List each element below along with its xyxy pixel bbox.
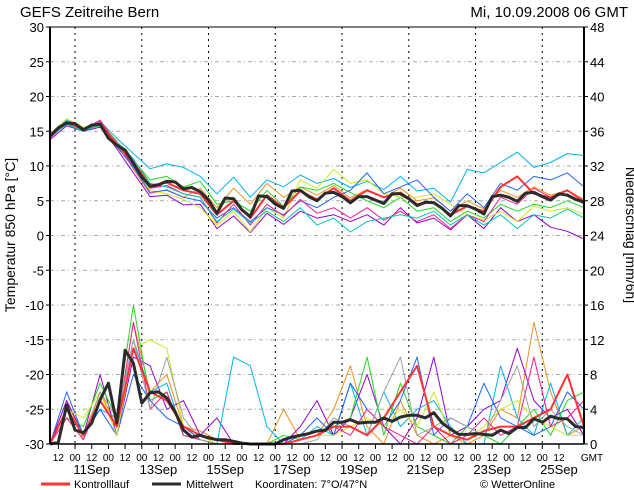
x-unit-label: GMT — [581, 453, 603, 464]
x-tick-label: 12 — [453, 453, 465, 464]
left-tick-label: 30 — [30, 20, 44, 35]
right-tick-label: 36 — [590, 124, 604, 139]
date-label: 17Sep — [273, 462, 311, 477]
right-tick-label: 16 — [590, 298, 604, 313]
left-tick-label: 20 — [30, 90, 44, 105]
grid — [50, 27, 584, 444]
temp-member-line — [49, 123, 585, 223]
temp-member-line — [49, 123, 585, 223]
right-tick-label: 8 — [590, 368, 597, 383]
right-tick-label: 28 — [590, 194, 604, 209]
left-tick-label: -10 — [25, 298, 44, 313]
precip-member-line — [49, 339, 585, 445]
x-tick-label: 12 — [186, 453, 198, 464]
left-tick-label: 10 — [30, 159, 44, 174]
x-tick-label: 00 — [69, 453, 81, 464]
right-tick-label: 24 — [590, 229, 604, 244]
date-label: 23Sep — [473, 462, 511, 477]
x-tick-label: 12 — [153, 453, 165, 464]
copyright: © WetterOnline — [480, 479, 555, 490]
x-tick-label: 00 — [370, 453, 382, 464]
date-label: 21Sep — [407, 462, 445, 477]
coordinates: Koordinaten: 7°O/47°N — [255, 479, 367, 490]
right-axis-label: Niederschlag [mm/6h] — [623, 167, 634, 303]
precip-control-line — [49, 347, 585, 445]
x-tick-label: 12 — [320, 453, 332, 464]
right-tick-label: 20 — [590, 263, 604, 278]
x-tick-label: 00 — [270, 453, 282, 464]
x-tick-label: 00 — [336, 453, 348, 464]
left-axis-label: Temperatur 850 hPa [°C] — [2, 158, 18, 312]
date-label: 25Sep — [540, 462, 578, 477]
left-tick-label: 15 — [30, 124, 44, 139]
x-tick-label: 00 — [470, 453, 482, 464]
x-tick-label: 00 — [103, 453, 115, 464]
date-label: 19Sep — [340, 462, 378, 477]
x-tick-label: 12 — [520, 453, 532, 464]
x-tick-label: 00 — [170, 453, 182, 464]
axes: -30-25-20-15-10-505101520253004812162024… — [25, 20, 604, 477]
x-tick-label: 12 — [353, 453, 365, 464]
run-time: Mi, 10.09.2008 06 GMT — [470, 4, 628, 21]
x-tick-label: 12 — [120, 453, 132, 464]
left-tick-label: -20 — [25, 368, 44, 383]
x-tick-label: 12 — [286, 453, 298, 464]
left-tick-label: -15 — [25, 333, 44, 348]
temp-member-line — [49, 125, 585, 240]
precip-mean-line — [49, 348, 585, 446]
left-tick-label: -5 — [32, 263, 44, 278]
x-tick-label: 00 — [437, 453, 449, 464]
x-tick-label: 12 — [86, 453, 98, 464]
date-label: 15Sep — [206, 462, 244, 477]
x-tick-label: 00 — [303, 453, 315, 464]
temp-member-line — [49, 123, 585, 233]
temp-member-line — [49, 119, 585, 230]
x-tick-label: 00 — [537, 453, 549, 464]
temp-mean-line — [48, 121, 585, 219]
left-tick-label: 5 — [37, 194, 44, 209]
x-tick-label: 00 — [203, 453, 215, 464]
x-tick-label: 00 — [136, 453, 148, 464]
x-tick-label: 12 — [220, 453, 232, 464]
date-label: 13Sep — [140, 462, 178, 477]
temp-member-line — [49, 119, 585, 203]
temp-control-line — [49, 121, 585, 220]
precip-member-line — [49, 347, 585, 445]
ensemble-members — [49, 118, 585, 445]
left-tick-label: 0 — [37, 229, 44, 244]
main-series — [48, 121, 585, 446]
left-tick-label: -25 — [25, 402, 44, 417]
x-tick-label: 00 — [403, 453, 415, 464]
right-tick-label: 4 — [590, 402, 597, 417]
x-tick-label: 12 — [387, 453, 399, 464]
right-tick-label: 12 — [590, 333, 604, 348]
legend: Kontrolllauf Mittelwert Koordinaten: 7°O… — [41, 479, 555, 490]
right-tick-label: 48 — [590, 20, 604, 35]
right-tick-label: 32 — [590, 159, 604, 174]
temp-member-line — [49, 118, 585, 233]
chart-title: GEFS Zeitreihe Bern — [20, 4, 159, 21]
right-tick-label: 40 — [590, 90, 604, 105]
x-tick-label: 12 — [487, 453, 499, 464]
x-tick-label: 12 — [53, 453, 65, 464]
x-tick-label: 12 — [420, 453, 432, 464]
x-tick-label: 00 — [503, 453, 515, 464]
right-tick-label: 44 — [590, 55, 604, 70]
left-tick-label: 25 — [30, 55, 44, 70]
left-tick-label: -30 — [25, 437, 44, 452]
temp-member-line — [49, 121, 585, 212]
x-tick-label: 12 — [253, 453, 265, 464]
x-tick-label: 12 — [553, 453, 565, 464]
legend-control-label: Kontrolllauf — [74, 479, 130, 490]
legend-mean-label: Mittelwert — [186, 479, 233, 490]
x-tick-label: 00 — [236, 453, 248, 464]
date-label: 11Sep — [73, 462, 110, 477]
right-tick-label: 0 — [590, 437, 597, 452]
